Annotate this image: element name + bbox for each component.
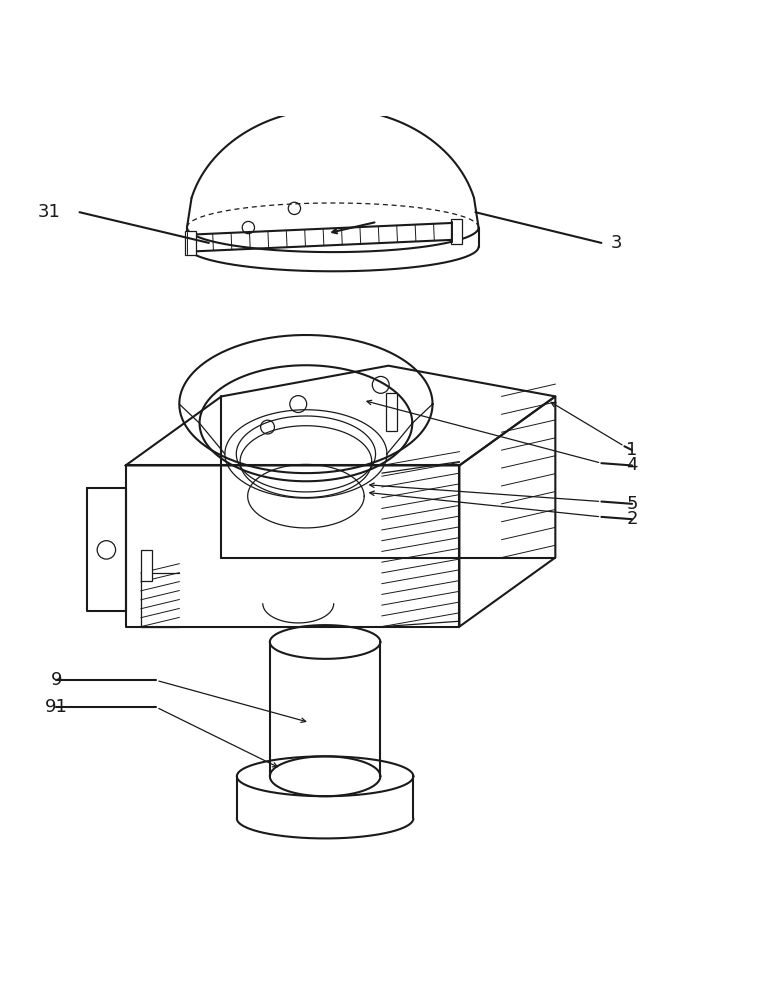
Text: 4: 4 [626,456,638,474]
Bar [451,219,461,244]
Text: 31: 31 [37,203,60,221]
Text: 3: 3 [611,234,622,252]
Text: 91: 91 [45,698,68,716]
Text: 9: 9 [51,671,63,689]
Bar [141,550,152,581]
Bar [386,393,397,431]
Text: 5: 5 [626,495,638,513]
Text: 2: 2 [626,510,638,528]
Bar [186,231,196,255]
Text: 1: 1 [626,441,638,459]
